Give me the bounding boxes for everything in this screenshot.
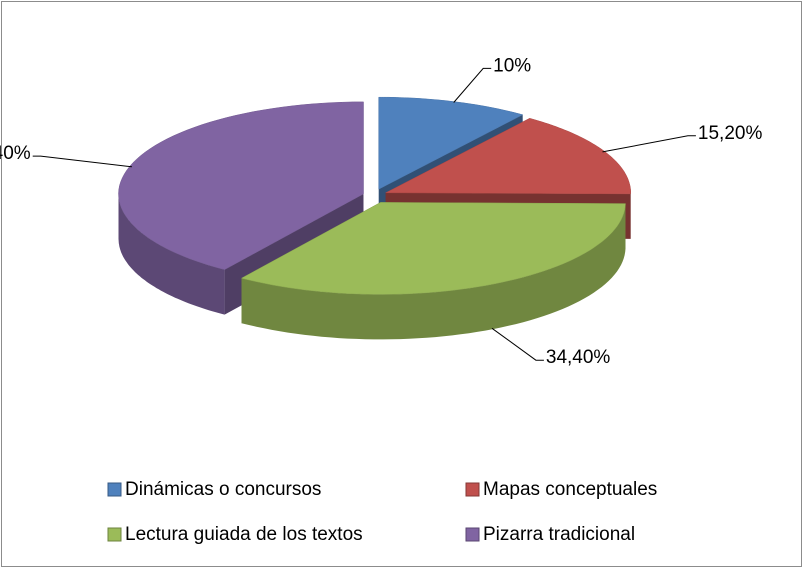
legend-swatch <box>465 482 480 497</box>
legend-swatch <box>107 482 122 497</box>
legend-swatch <box>107 527 122 542</box>
slice <box>240 202 626 295</box>
slice-side <box>118 193 225 315</box>
leader-line <box>491 327 544 361</box>
leader-line <box>32 155 132 168</box>
slice-side <box>241 203 626 340</box>
data-label: 40,40% <box>0 143 31 164</box>
data-label: 34,40% <box>546 347 611 368</box>
leader-line <box>602 135 696 153</box>
leader-line <box>453 67 492 103</box>
legend-swatch <box>465 527 480 542</box>
legend-label: Mapas conceptuales <box>483 479 657 500</box>
legend-label: Pizarra tradicional <box>483 524 635 545</box>
legend-label: Lectura guiada de los textos <box>125 524 363 545</box>
data-label: 15,20% <box>698 123 763 144</box>
pie <box>118 96 631 340</box>
data-label: 10% <box>493 55 531 76</box>
legend-label: Dinámicas o concursos <box>125 479 321 500</box>
